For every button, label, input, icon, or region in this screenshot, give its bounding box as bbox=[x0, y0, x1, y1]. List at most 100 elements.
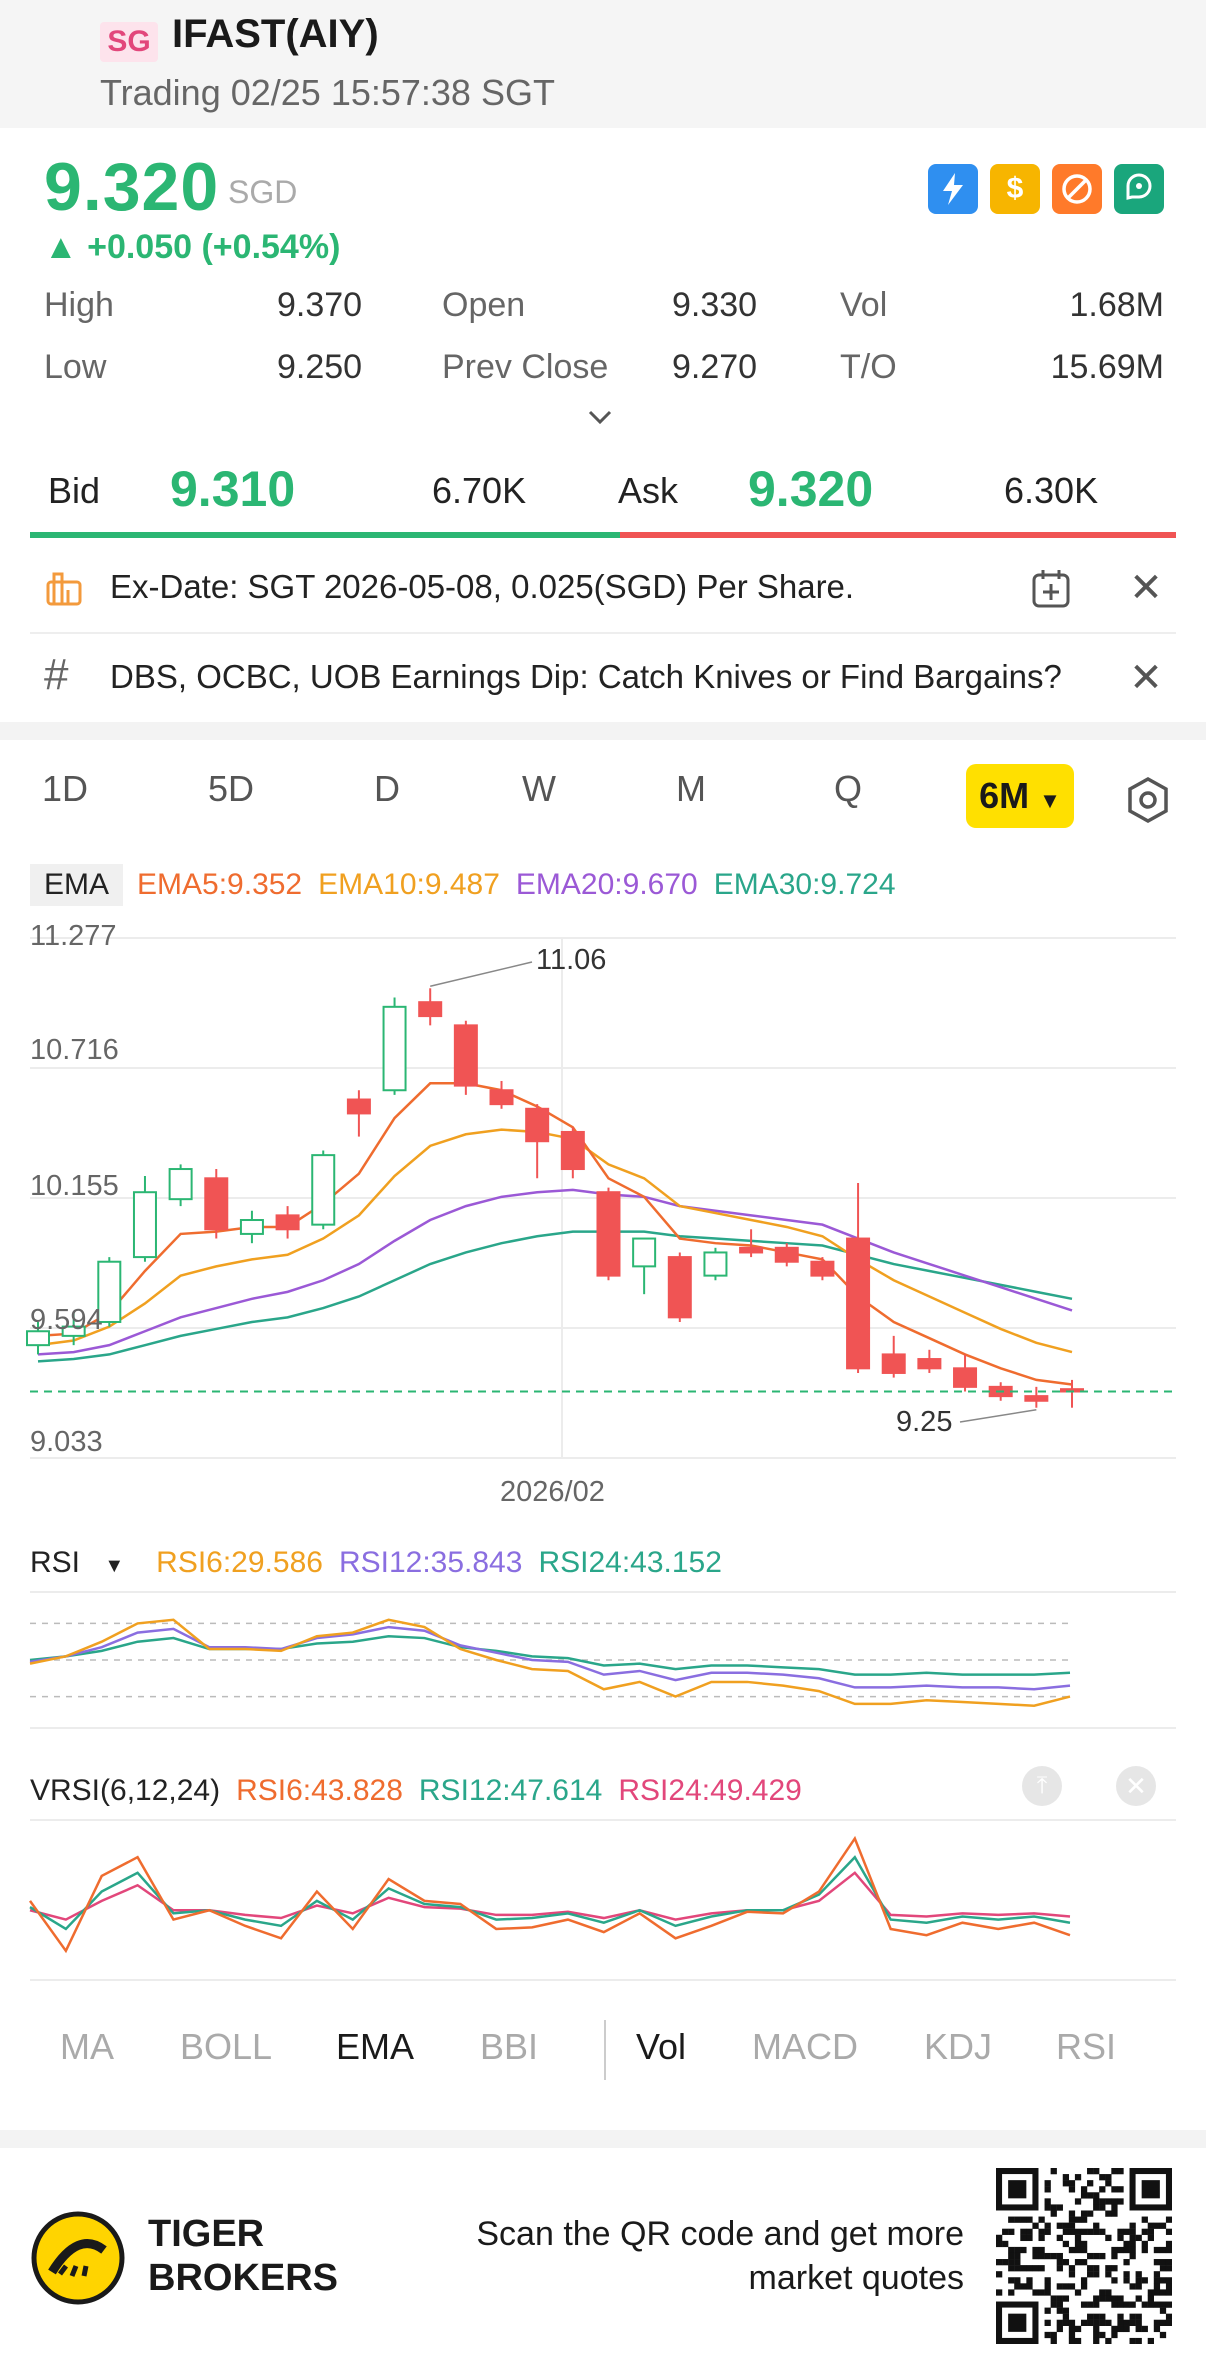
candle bbox=[97, 1257, 122, 1327]
qr-module bbox=[1074, 2216, 1082, 2223]
qr-module bbox=[1135, 2283, 1142, 2290]
open-label: Open bbox=[442, 286, 526, 324]
qr-module bbox=[1038, 2265, 1045, 2272]
tab-d[interactable]: D bbox=[374, 768, 400, 809]
qr-module bbox=[1080, 2246, 1088, 2254]
qr-module bbox=[1032, 2252, 1039, 2260]
qr-module bbox=[1080, 2216, 1088, 2223]
chevron-down-icon[interactable] bbox=[587, 404, 613, 430]
qr-module bbox=[1093, 2204, 1100, 2211]
candle bbox=[953, 1354, 978, 1392]
tab-w[interactable]: W bbox=[522, 768, 556, 809]
qr-module bbox=[1105, 2319, 1112, 2326]
candlestick-chart[interactable] bbox=[0, 910, 1206, 1470]
close-icon[interactable]: ✕ bbox=[1129, 566, 1163, 610]
qr-module bbox=[1093, 2252, 1100, 2260]
qr-module bbox=[1093, 2313, 1100, 2320]
qr-module bbox=[1147, 2222, 1154, 2229]
vrsi12-line bbox=[29, 1855, 1071, 1931]
qr-module bbox=[1159, 2307, 1167, 2314]
candle-body-up bbox=[311, 1154, 336, 1226]
close-icon[interactable]: ✕ bbox=[1116, 1766, 1156, 1806]
tab-1d[interactable]: 1D bbox=[42, 768, 89, 809]
tab-m[interactable]: M bbox=[676, 768, 706, 809]
hashtag-icon: # bbox=[44, 650, 69, 699]
qr-module bbox=[1087, 2265, 1094, 2272]
candle bbox=[632, 1237, 657, 1295]
qr-module bbox=[1141, 2240, 1148, 2248]
qr-module bbox=[1032, 2246, 1039, 2254]
tab-q[interactable]: Q bbox=[834, 768, 863, 809]
rsi-chart[interactable] bbox=[0, 1590, 1206, 1730]
qr-module bbox=[1111, 2331, 1118, 2339]
qr-module bbox=[1141, 2325, 1148, 2333]
chart-bar-icon bbox=[46, 572, 82, 606]
qr-module bbox=[1153, 2325, 1161, 2333]
news-notice[interactable]: # DBS, OCBC, UOB Earnings Dip: Catch Kni… bbox=[0, 634, 1206, 722]
candle-body-down bbox=[525, 1107, 550, 1143]
ema30-line bbox=[37, 1230, 1073, 1363]
tab-ma[interactable]: MA bbox=[60, 2026, 114, 2067]
calendar-add-icon[interactable] bbox=[1030, 568, 1072, 610]
qr-module bbox=[1068, 2331, 1076, 2339]
qr-module bbox=[1038, 2216, 1045, 2223]
qr-module bbox=[1074, 2246, 1082, 2254]
settings-icon[interactable] bbox=[1124, 776, 1172, 824]
ask-volume-bar bbox=[620, 532, 1176, 538]
ema-chip[interactable]: EMA bbox=[30, 864, 124, 906]
candle bbox=[525, 1104, 550, 1179]
candle-body-down bbox=[489, 1089, 514, 1106]
qr-module bbox=[1044, 2319, 1051, 2326]
prev-close-label: Prev Close bbox=[442, 348, 609, 386]
close-icon[interactable]: ✕ bbox=[1129, 656, 1163, 700]
dollar-icon[interactable]: $ bbox=[990, 164, 1040, 214]
qr-module bbox=[1165, 2277, 1172, 2284]
lightning-icon[interactable] bbox=[928, 164, 978, 214]
tab-ema[interactable]: EMA bbox=[336, 2026, 415, 2067]
qr-module bbox=[1056, 2259, 1063, 2266]
bid-size: 6.70K bbox=[432, 470, 527, 511]
qr-module bbox=[1020, 2246, 1027, 2254]
candle-body-up bbox=[132, 1191, 157, 1259]
y-tick-label: 9.594 bbox=[30, 1304, 103, 1336]
qr-module bbox=[1153, 2277, 1161, 2284]
dividend-notice[interactable]: Ex-Date: SGT 2026-05-08, 0.025(SGD) Per … bbox=[0, 544, 1206, 632]
tab-bbi[interactable]: BBI bbox=[480, 2026, 539, 2067]
qr-module bbox=[1099, 2319, 1106, 2326]
qr-module bbox=[1068, 2222, 1076, 2229]
chat-icon[interactable] bbox=[1114, 164, 1164, 214]
ema10-label: EMA10:9.487 bbox=[318, 868, 500, 901]
tab-5d[interactable]: 5D bbox=[208, 768, 255, 809]
qr-module bbox=[1093, 2325, 1100, 2333]
stats-row: Low 9.250 Prev Close 9.270 T/O 15.69M bbox=[44, 348, 1164, 398]
candle-body-down bbox=[204, 1177, 229, 1231]
rsi-chip[interactable]: RSI ▼ bbox=[30, 1546, 140, 1579]
qr-module bbox=[1074, 2174, 1082, 2181]
tab-macd[interactable]: MACD bbox=[752, 2026, 858, 2067]
candle-body-down bbox=[739, 1246, 764, 1254]
candle bbox=[311, 1150, 336, 1230]
vrsi-chip[interactable]: VRSI(6,12,24) bbox=[30, 1774, 221, 1807]
tab-rsi[interactable]: RSI bbox=[1056, 2026, 1117, 2067]
qr-code-icon[interactable] bbox=[996, 2168, 1172, 2344]
qr-module bbox=[1093, 2168, 1100, 2175]
tab-vol[interactable]: Vol bbox=[636, 2026, 687, 2067]
qr-module bbox=[1111, 2265, 1118, 2272]
qr-module bbox=[1020, 2265, 1027, 2272]
tab-6m[interactable]: 6M ▼ bbox=[966, 764, 1074, 828]
qr-module bbox=[1008, 2289, 1015, 2296]
qr-module bbox=[1074, 2259, 1082, 2266]
qr-module bbox=[1044, 2252, 1051, 2260]
vrsi-chart[interactable] bbox=[0, 1818, 1206, 1988]
candle-body-down bbox=[1024, 1395, 1049, 1402]
price-change: ▲ +0.050 (+0.54%) bbox=[44, 228, 341, 266]
qr-module bbox=[1026, 2277, 1033, 2284]
qr-finder bbox=[1008, 2180, 1027, 2199]
no-short-icon[interactable] bbox=[1052, 164, 1102, 214]
stock-title: IFAST(AIY) bbox=[172, 12, 379, 56]
tab-kdj[interactable]: KDJ bbox=[924, 2026, 993, 2067]
qr-module bbox=[1068, 2271, 1076, 2278]
pin-top-icon[interactable]: ⤒ bbox=[1022, 1766, 1062, 1806]
qr-module bbox=[1050, 2210, 1057, 2217]
tab-boll[interactable]: BOLL bbox=[180, 2026, 273, 2067]
